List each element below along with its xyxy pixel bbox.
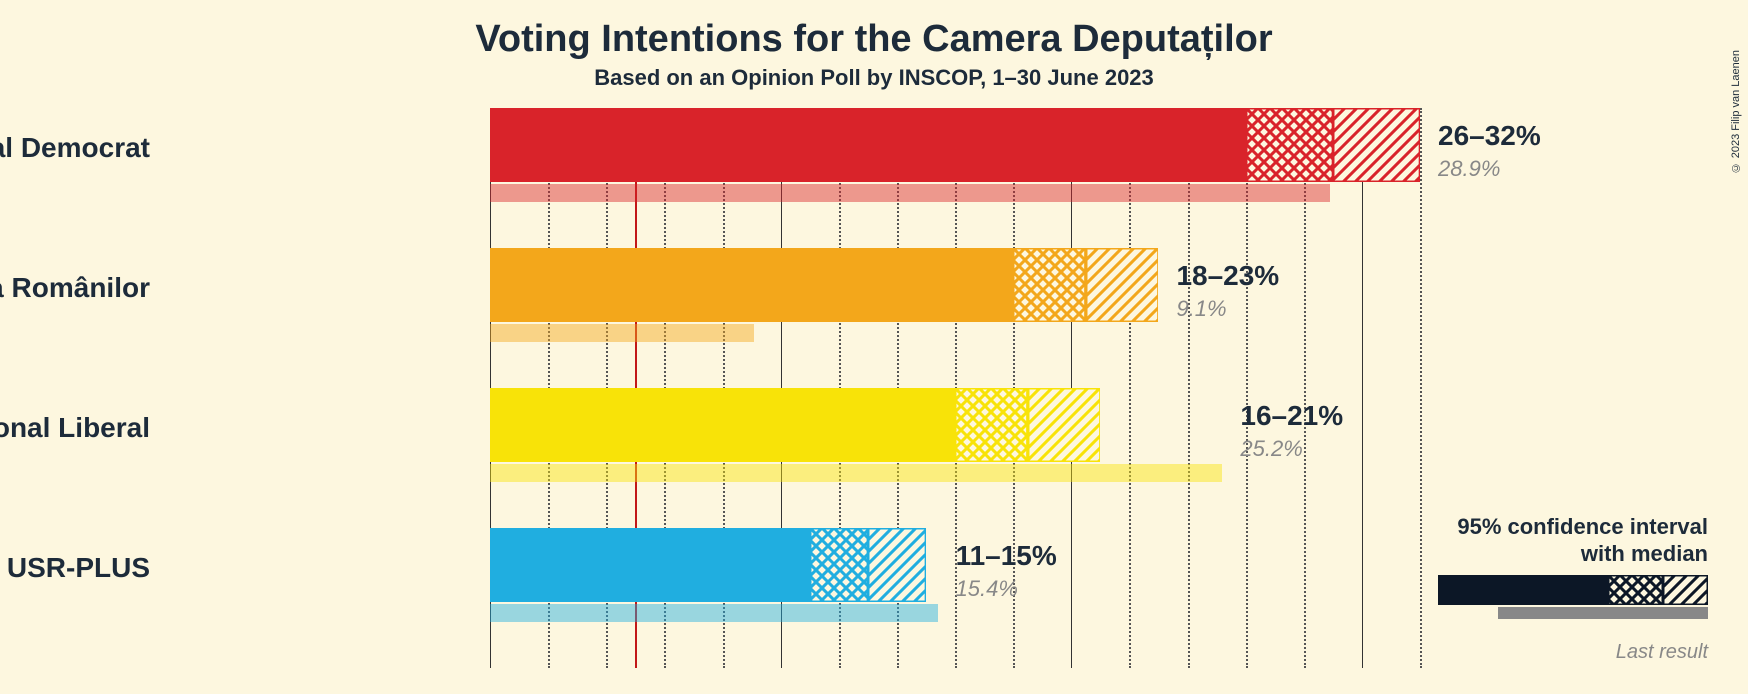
gridline-minor [1420,108,1422,668]
last-result-bar [490,464,1222,482]
chart-title: Voting Intentions for the Camera Deputaț… [0,0,1748,61]
range-label: 26–32% [1438,120,1541,152]
party-label: Alianța pentru Unirea Românilor [0,272,150,304]
copyright-text: © 2023 Filip van Laenen [1730,50,1742,173]
bar-diagonal [1086,248,1159,322]
last-result-label: 15.4% [956,576,1018,602]
last-result-label: 28.9% [1438,156,1500,182]
bar-solid [490,108,1246,182]
legend-last-result-label: Last result [1438,641,1708,664]
legend-solid-segment [1438,575,1608,605]
last-result-label: 25.2% [1240,436,1302,462]
bar-solid [490,388,955,462]
bar-crosshatch [955,388,1028,462]
bar-solid [490,248,1013,322]
bar-crosshatch [1013,248,1086,322]
party-label: Alianța 2020 USR-PLUS [0,552,150,584]
chart-subtitle: Based on an Opinion Poll by INSCOP, 1–30… [0,61,1748,91]
range-label: 16–21% [1240,400,1343,432]
party-label: Partidul Social Democrat [0,132,150,164]
bar-solid [490,528,810,602]
gridline-major [1362,108,1363,668]
bar-crosshatch [810,528,868,602]
last-result-bar [490,324,754,342]
legend: 95% confidence interval with median Last… [1438,514,1708,664]
legend-crosshatch-segment [1608,575,1663,605]
party-label: Partidul Național Liberal [0,412,150,444]
legend-last-result-bar [1498,607,1708,619]
bar-diagonal [1028,388,1101,462]
last-result-bar [490,184,1330,202]
legend-bar-sample [1438,575,1708,625]
bar-diagonal [1333,108,1420,182]
chart-plot-area: Partidul Social Democrat 26–32%28.9%Alia… [490,108,1420,668]
legend-ci-label: 95% confidence interval with median [1438,514,1708,567]
last-result-label: 9.1% [1176,296,1226,322]
last-result-bar [490,604,938,622]
range-label: 18–23% [1176,260,1279,292]
legend-diagonal-segment [1663,575,1708,605]
bar-diagonal [868,528,926,602]
range-label: 11–15% [956,540,1057,572]
bar-crosshatch [1246,108,1333,182]
